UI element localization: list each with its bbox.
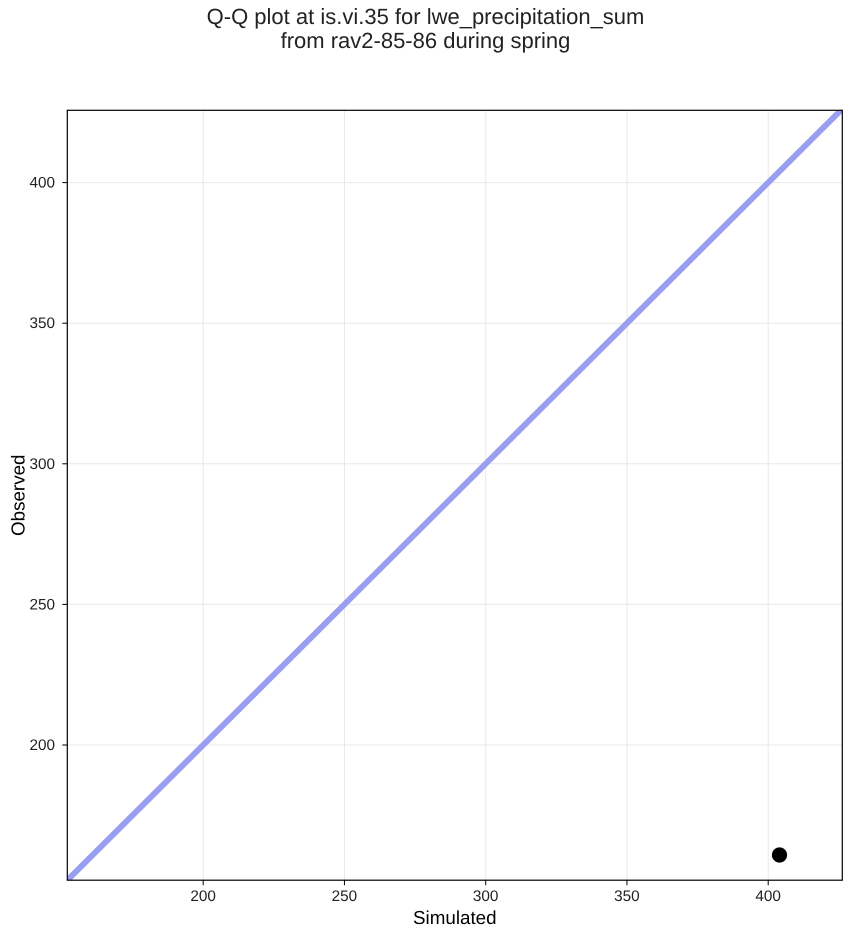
svg-text:350: 350	[614, 888, 640, 905]
svg-text:200: 200	[29, 737, 55, 754]
svg-text:350: 350	[29, 315, 55, 332]
svg-text:300: 300	[29, 456, 55, 473]
svg-text:400: 400	[755, 888, 781, 905]
svg-text:400: 400	[29, 175, 55, 192]
svg-text:250: 250	[29, 596, 55, 613]
svg-text:Simulated: Simulated	[413, 907, 497, 928]
svg-text:300: 300	[473, 888, 499, 905]
svg-text:200: 200	[190, 888, 216, 905]
svg-text:Observed: Observed	[7, 455, 28, 536]
svg-text:250: 250	[332, 888, 358, 905]
